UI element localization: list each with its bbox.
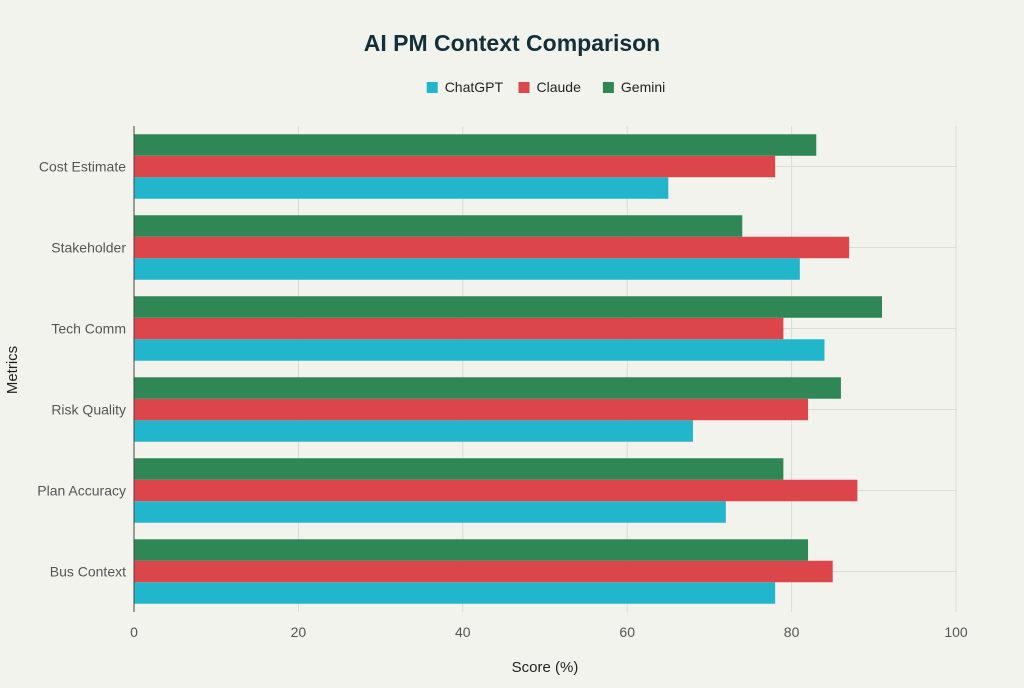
y-tick-label: Bus Context bbox=[50, 564, 126, 580]
x-tick-label: 60 bbox=[619, 624, 635, 640]
legend-label-gemini: Gemini bbox=[621, 79, 665, 95]
x-axis-label: Score (%) bbox=[512, 659, 579, 676]
legend-swatch-claude bbox=[519, 82, 530, 93]
bar-gemini-cost-estimate[interactable] bbox=[134, 134, 816, 156]
bar-chatgpt-plan-accuracy[interactable] bbox=[134, 501, 726, 523]
bar-claude-bus-context[interactable] bbox=[134, 561, 833, 583]
bars bbox=[134, 134, 882, 604]
x-tick-label: 100 bbox=[944, 624, 968, 640]
bar-chatgpt-stakeholder[interactable] bbox=[134, 258, 800, 280]
bar-chatgpt-tech-comm[interactable] bbox=[134, 339, 824, 361]
bar-claude-risk-quality[interactable] bbox=[134, 399, 808, 421]
bar-gemini-plan-accuracy[interactable] bbox=[134, 458, 783, 480]
bar-chatgpt-cost-estimate[interactable] bbox=[134, 177, 668, 199]
legend-swatch-gemini bbox=[603, 82, 614, 93]
legend: ChatGPT Claude Gemini bbox=[427, 79, 666, 95]
x-tick-label: 20 bbox=[291, 624, 307, 640]
bar-gemini-tech-comm[interactable] bbox=[134, 296, 882, 318]
x-tick-label: 0 bbox=[130, 624, 138, 640]
legend-swatch-chatgpt bbox=[427, 82, 438, 93]
legend-label-chatgpt: ChatGPT bbox=[445, 79, 504, 95]
bar-claude-plan-accuracy[interactable] bbox=[134, 480, 857, 502]
bar-chatgpt-bus-context[interactable] bbox=[134, 582, 775, 604]
bar-claude-stakeholder[interactable] bbox=[134, 237, 849, 259]
bar-claude-tech-comm[interactable] bbox=[134, 318, 783, 340]
x-tick-label: 40 bbox=[455, 624, 471, 640]
y-tick-label: Tech Comm bbox=[51, 321, 126, 337]
chart-title: AI PM Context Comparison bbox=[364, 30, 660, 56]
bar-gemini-bus-context[interactable] bbox=[134, 539, 808, 561]
bar-chatgpt-risk-quality[interactable] bbox=[134, 420, 693, 442]
y-tick-label: Plan Accuracy bbox=[37, 483, 126, 499]
y-tick-label: Cost Estimate bbox=[39, 159, 126, 175]
y-tick-label: Stakeholder bbox=[51, 240, 126, 256]
x-tick-label: 80 bbox=[784, 624, 800, 640]
grid bbox=[134, 126, 956, 612]
y-axis-label: Metrics bbox=[4, 346, 21, 394]
legend-label-claude: Claude bbox=[537, 79, 582, 95]
bar-gemini-risk-quality[interactable] bbox=[134, 377, 841, 399]
bar-claude-cost-estimate[interactable] bbox=[134, 156, 775, 178]
bar-gemini-stakeholder[interactable] bbox=[134, 215, 742, 237]
y-tick-label: Risk Quality bbox=[51, 402, 126, 418]
